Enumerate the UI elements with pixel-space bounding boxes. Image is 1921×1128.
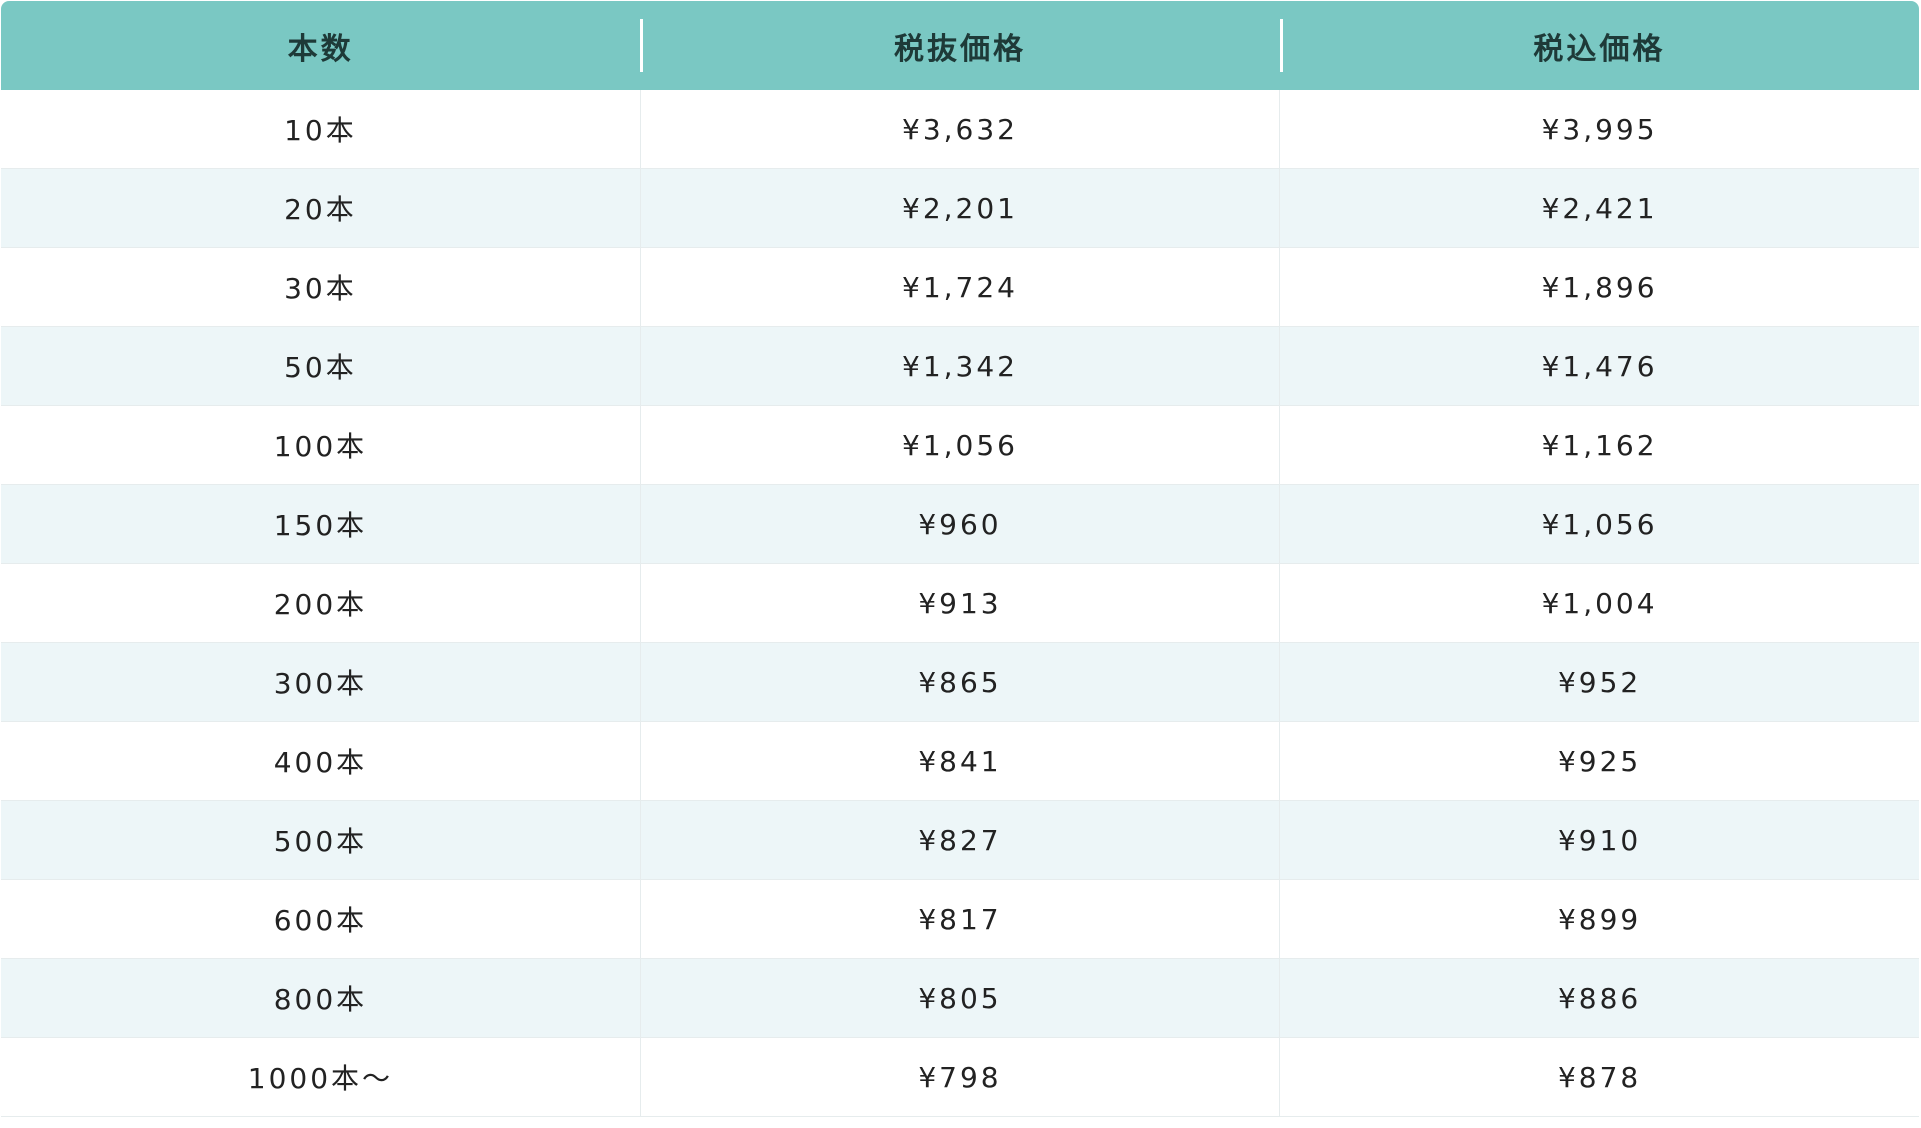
header-cell: 税抜価格 [640, 1, 1280, 90]
table-cell: ¥2,421 [1279, 168, 1919, 248]
table-cell: 1000本〜 [1, 1037, 641, 1117]
table-row: 600本 ¥817 ¥899 [1, 879, 1919, 959]
table-cell: ¥886 [1279, 958, 1919, 1038]
table-cell: 30本 [1, 247, 641, 327]
table-row: 20本 ¥2,201 ¥2,421 [1, 168, 1919, 248]
table-cell: ¥827 [639, 800, 1280, 880]
table-cell: 500本 [1, 800, 641, 880]
table-cell: ¥913 [639, 563, 1280, 643]
table-row: 300本 ¥865 ¥952 [1, 642, 1919, 722]
table-cell: ¥841 [639, 721, 1280, 801]
header-cell: 本数 [1, 1, 641, 90]
table-row: 200本 ¥913 ¥1,004 [1, 563, 1919, 643]
table-cell: ¥3,632 [639, 90, 1280, 169]
table-cell: ¥1,476 [1279, 326, 1919, 406]
table-cell: 20本 [1, 168, 641, 248]
table-cell: ¥1,004 [1279, 563, 1919, 643]
table-row: 30本 ¥1,724 ¥1,896 [1, 247, 1919, 327]
table-cell: 600本 [1, 879, 641, 959]
table-cell: ¥1,342 [639, 326, 1280, 406]
header-cell: 税込価格 [1279, 1, 1919, 90]
table-row: 1000本〜 ¥798 ¥878 [1, 1037, 1919, 1117]
table-cell: ¥798 [639, 1037, 1280, 1117]
table-cell: ¥1,056 [1279, 484, 1919, 564]
table-cell: ¥1,724 [639, 247, 1280, 327]
table-header: 本数 税抜価格 税込価格 [1, 1, 1919, 90]
table-cell: 50本 [1, 326, 641, 406]
table-cell: ¥2,201 [639, 168, 1280, 248]
table-cell: 300本 [1, 642, 641, 722]
table-cell: 150本 [1, 484, 641, 564]
table-cell: ¥1,162 [1279, 405, 1919, 485]
table-row: 800本 ¥805 ¥886 [1, 958, 1919, 1038]
table-cell: ¥952 [1279, 642, 1919, 722]
table-cell: 400本 [1, 721, 641, 801]
table-cell: ¥3,995 [1279, 90, 1919, 169]
table-cell: ¥960 [639, 484, 1280, 564]
table-row: 10本 ¥3,632 ¥3,995 [1, 90, 1919, 169]
header-row: 本数 税抜価格 税込価格 [1, 1, 1919, 90]
table-row: 500本 ¥827 ¥910 [1, 800, 1919, 880]
table-cell: 100本 [1, 405, 641, 485]
table-row: 150本 ¥960 ¥1,056 [1, 484, 1919, 564]
table-cell: ¥1,056 [639, 405, 1280, 485]
table-cell: 200本 [1, 563, 641, 643]
table-row: 400本 ¥841 ¥925 [1, 721, 1919, 801]
table-row: 50本 ¥1,342 ¥1,476 [1, 326, 1919, 406]
table-cell: ¥925 [1279, 721, 1919, 801]
table-cell: 10本 [1, 90, 641, 169]
table-cell: ¥910 [1279, 800, 1919, 880]
table-cell: ¥805 [639, 958, 1280, 1038]
table-cell: 800本 [1, 958, 641, 1038]
table-cell: ¥878 [1279, 1037, 1919, 1117]
table-cell: ¥865 [639, 642, 1280, 722]
table-row: 100本 ¥1,056 ¥1,162 [1, 405, 1919, 485]
table-body: 10本 ¥3,632 ¥3,995 20本 ¥2,201 ¥2,421 30本 ¥1,724 ¥… [1, 90, 1919, 1117]
table-cell: ¥817 [639, 879, 1280, 959]
table-cell: ¥899 [1279, 879, 1919, 959]
table-cell: ¥1,896 [1279, 247, 1919, 327]
